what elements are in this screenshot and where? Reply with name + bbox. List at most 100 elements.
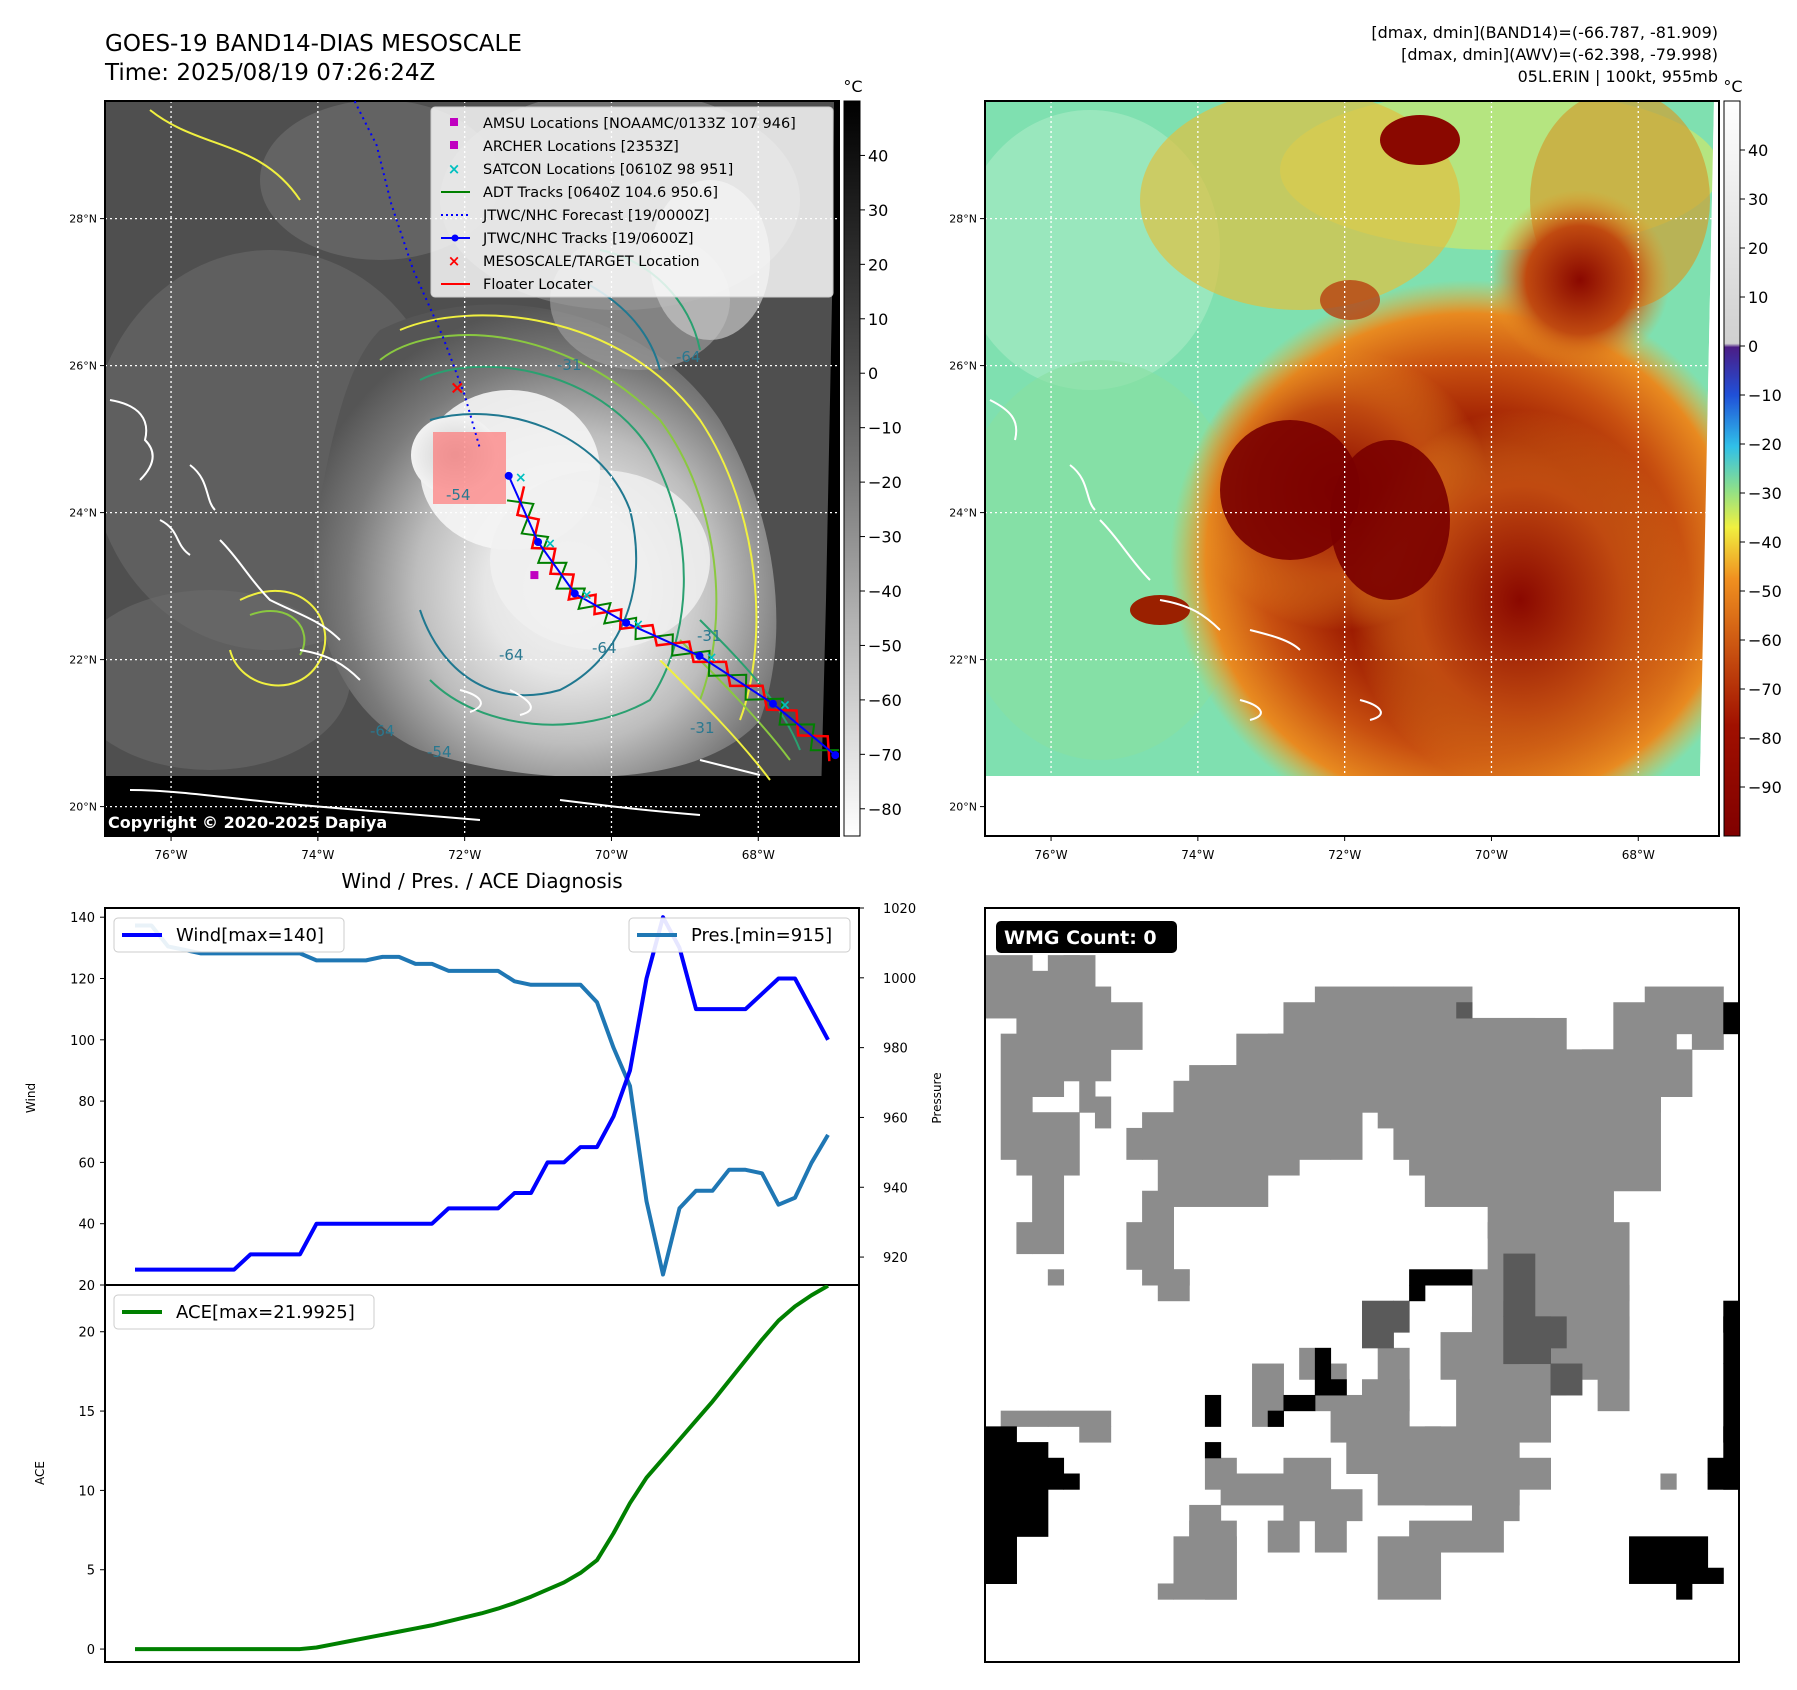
- wmg-black-cell: [1409, 1269, 1473, 1286]
- wmg-gray-cell: [1047, 1410, 1112, 1427]
- left-lon-label: 72°W: [448, 848, 481, 862]
- wind-lines: [135, 915, 830, 1277]
- contour-label: -64: [592, 639, 617, 657]
- wind-pressure-panel: Wind / Pres. / ACE Diagnosis 20 40 60 80 100…: [24, 869, 944, 1294]
- wind-series-line: [135, 915, 830, 1272]
- left-colorbar-label: −70: [868, 745, 902, 764]
- wmg-black-cell: [1204, 1442, 1222, 1459]
- left-colorbar-label: 30: [868, 201, 888, 220]
- wmg-gray-cell: [1079, 1426, 1112, 1443]
- left-colorbar-label: −20: [868, 473, 902, 492]
- pressure-tick-label: 920: [883, 1251, 908, 1266]
- ace-axes: 0 5 10 15 20: [78, 1326, 105, 1658]
- left-colorbar-label: 40: [868, 146, 888, 165]
- left-colorbar-label: −30: [868, 528, 902, 547]
- right-colorbar-label: 0: [1748, 337, 1758, 356]
- left-lon-label: 68°W: [742, 848, 775, 862]
- contour-label: -64: [676, 348, 701, 366]
- contour-label: -31: [690, 719, 715, 737]
- contour-label: -54: [446, 486, 471, 504]
- wmg-black-cell: [1629, 1567, 1724, 1584]
- ace-tick-label: 20: [78, 1326, 95, 1341]
- right-lat-label: 22°N: [949, 654, 977, 667]
- wmg-gray-cell: [1409, 1520, 1504, 1553]
- wmg-dark-cell: [1550, 1363, 1583, 1396]
- wmg-cells: [985, 955, 1740, 1600]
- wind-tick-label: 60: [78, 1156, 95, 1171]
- left-colorbar: [843, 100, 861, 837]
- ace-panel: 0 5 10 15 20 ACE ACE[max=21.9925]: [33, 1284, 860, 1663]
- legend-forecast: JTWC/NHC Forecast [19/0000Z]: [482, 208, 709, 224]
- satcon-marker-icon: ×: [448, 160, 461, 178]
- ir-map-panel: 76°W 74°W 72°W 70°W 68°W 28°N 26°N 24°N 22°N 20°N…: [69, 77, 902, 862]
- storm-info: 05L.ERIN | 100kt, 955mb: [1518, 67, 1718, 86]
- color-map-panel: 76°W 74°W 72°W 70°W 68°W 28°N 26°N 24°N 22°N 20°N…: [949, 77, 1782, 862]
- amsu-marker-icon: [450, 118, 458, 126]
- right-colorbar-label: −50: [1748, 582, 1782, 601]
- wmg-gray-cell: [1330, 1394, 1363, 1443]
- left-colorbar-label: −10: [868, 419, 902, 438]
- right-lat-label: 26°N: [949, 360, 977, 373]
- jtwc-track-point: [831, 751, 839, 760]
- legend-floater: Floater Locater: [483, 277, 592, 293]
- wmg-black-cell: [1409, 1285, 1426, 1302]
- left-colorbar-ticks: 40 30 20 10 0 −10 −20 −30 −40 −50 −60 −70 −80: [860, 146, 902, 819]
- left-colorbar-label: −50: [868, 636, 902, 655]
- archer-marker-icon: [450, 141, 458, 149]
- wmg-gray-cell: [1126, 1222, 1174, 1270]
- contour-label: -31: [557, 356, 582, 374]
- target-point: ×: [450, 378, 465, 399]
- target-marker-icon: ×: [448, 252, 461, 270]
- right-lon-label: 72°W: [1328, 848, 1361, 862]
- satcon-point: ×: [706, 650, 718, 666]
- wmg-dark-cell: [1456, 1002, 1473, 1019]
- color-map-axes: 76°W 74°W 72°W 70°W 68°W 28°N 26°N 24°N 22°N 20°N: [949, 213, 1655, 862]
- right-colorbar-label: 10: [1748, 288, 1768, 307]
- left-lon-label: 74°W: [301, 848, 334, 862]
- legend-adt: ADT Tracks [0640Z 104.6 950.6]: [483, 185, 718, 201]
- pressure-tick-label: 1000: [883, 972, 916, 987]
- left-colorbar-label: −40: [868, 582, 902, 601]
- jtwc-track-point: [504, 471, 513, 480]
- jtwc-track-point: [534, 538, 543, 546]
- wind-tick-label: 100: [70, 1034, 95, 1049]
- wmg-gray-cell: [1409, 1143, 1442, 1176]
- legend-satcon: SATCON Locations [0610Z 98 951]: [483, 162, 733, 178]
- right-lon-label: 68°W: [1622, 848, 1655, 862]
- right-colorbar-label: −10: [1748, 386, 1782, 405]
- wmg-black-cell: [1723, 1002, 1740, 1035]
- wind-tick-label: 20: [78, 1279, 95, 1294]
- wmg-black-cell: [985, 1536, 1017, 1584]
- jtwc-track-point: [570, 589, 579, 598]
- jtwc-track-point: [695, 651, 704, 660]
- wmg-black-cell: [1723, 1316, 1740, 1333]
- wind-tick-label: 120: [70, 972, 95, 987]
- left-colorbar-label: −80: [868, 800, 902, 819]
- wmg-gray-cell: [1094, 1096, 1112, 1129]
- wmg-gray-cell: [1079, 986, 1112, 1050]
- right-lon-label: 74°W: [1181, 848, 1214, 862]
- left-lat-label: 20°N: [69, 801, 97, 814]
- pressure-tick-label: 940: [883, 1181, 908, 1196]
- forecast-track-line: [353, 101, 481, 447]
- wmg-dark-cell: [1393, 1300, 1410, 1333]
- wmg-gray-cell: [1471, 1489, 1520, 1522]
- pressure-legend: Pres.[min=915]: [628, 917, 851, 953]
- contour-label: -54: [427, 743, 452, 761]
- track-overlays: × × × × × × ×: [353, 101, 839, 762]
- wmg-black-cell: [1283, 1394, 1316, 1412]
- satcon-point: ×: [544, 536, 556, 552]
- wmg-count-badge: [996, 921, 1177, 953]
- right-lat-label: 24°N: [949, 507, 977, 520]
- copyright-text: Copyright © 2020-2025 Dapiya: [108, 813, 387, 832]
- pressure-legend-text: Pres.[min=915]: [691, 925, 832, 946]
- right-colorbar-label: 40: [1748, 141, 1768, 160]
- ace-axis-label: ACE: [33, 1461, 47, 1485]
- right-colorbar-label: −20: [1748, 435, 1782, 454]
- wmg-gray-cell: [1204, 1457, 1237, 1490]
- right-colorbar-label: −30: [1748, 484, 1782, 503]
- ace-legend-text: ACE[max=21.9925]: [176, 1302, 355, 1323]
- wmg-gray-cell: [1409, 1002, 1457, 1066]
- ace-tick-label: 10: [78, 1484, 95, 1499]
- wmg-black-cell: [1314, 1379, 1347, 1396]
